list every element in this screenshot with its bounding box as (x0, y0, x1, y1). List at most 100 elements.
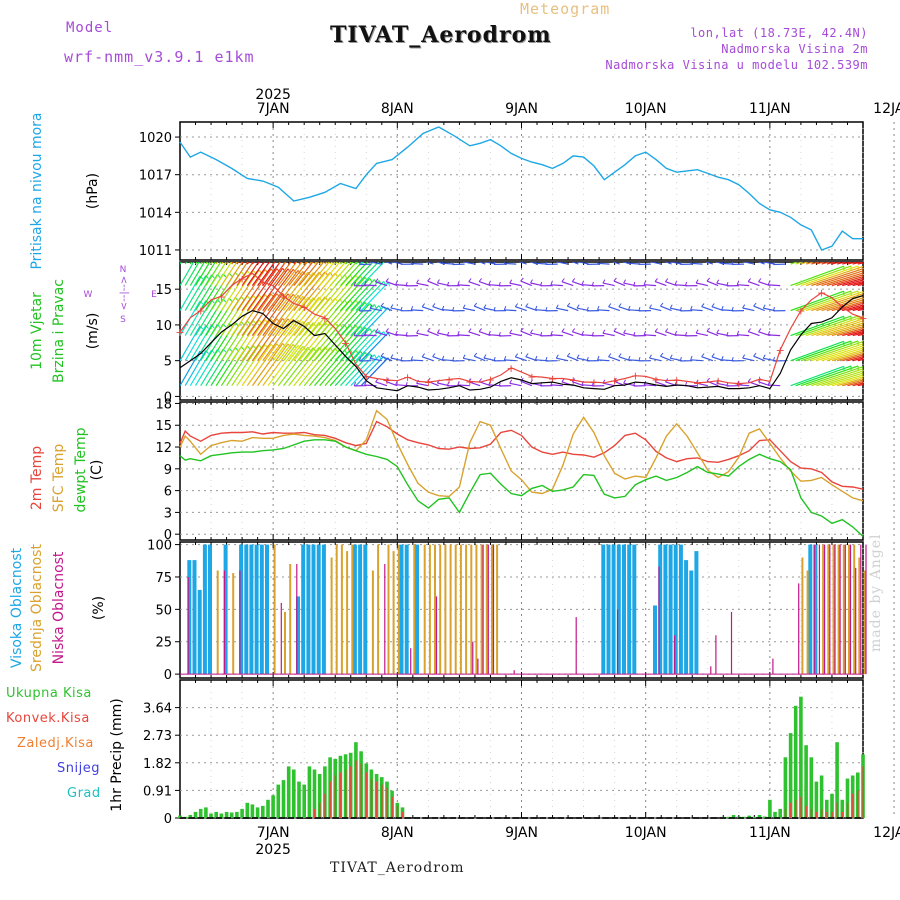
low-cloud-bar (487, 544, 489, 675)
wind-barb (571, 262, 579, 265)
high-cloud-bar (208, 544, 212, 675)
mid-cloud-bar (863, 570, 866, 675)
legend-graupel: Grad (67, 786, 101, 801)
wind-gust-marker: + (714, 375, 723, 388)
wind-barb (847, 356, 863, 362)
high-cloud-bar (404, 544, 409, 675)
wind-barb (622, 262, 631, 265)
low-cloud-bar (855, 567, 857, 675)
mid-cloud-bar (459, 544, 462, 675)
wind-barb (690, 359, 703, 362)
wind-barb (701, 306, 714, 312)
wind-barb (257, 268, 289, 311)
conv-precip-bar (784, 808, 787, 818)
wind-barb (293, 271, 326, 311)
total-precip-bar (830, 793, 834, 818)
high-cloud-bar (622, 544, 626, 675)
wind-barb (262, 262, 281, 286)
wind-barb (339, 303, 371, 337)
conv-precip-bar (370, 778, 373, 818)
wind-barb (334, 326, 366, 362)
wind-barb (790, 265, 845, 287)
wind-barb (737, 384, 750, 387)
mid-cloud-bar (377, 544, 380, 675)
unit-temp: (C) (89, 460, 105, 481)
mid-cloud-bar (216, 570, 219, 675)
wind-barb (189, 299, 213, 336)
conv-precip-bar (857, 790, 859, 818)
total-precip-bar (840, 799, 845, 818)
wind-barb-tick (287, 268, 291, 273)
wind-barb-tick (287, 293, 291, 298)
wind-barb-tick (478, 378, 482, 383)
wind-barb (664, 262, 672, 265)
wind-barb (411, 359, 424, 362)
wind-barb-tick (395, 330, 398, 335)
wind-barb-tick (581, 330, 584, 335)
wind-barb (862, 309, 863, 311)
wind-barb-tick (628, 262, 630, 264)
wind-barb-tick (633, 331, 636, 337)
wind-barb (339, 353, 371, 387)
wind-barb-tick (400, 356, 403, 362)
total-precip-bar (235, 811, 239, 818)
total-precip-bar (788, 733, 793, 818)
day-label-top: 11JAN (749, 101, 791, 117)
wind-barb-tick (530, 279, 533, 284)
wind-barb (831, 376, 863, 387)
high-cloud-bar (627, 544, 632, 675)
wind-barb (847, 330, 863, 337)
wind-barb (416, 332, 429, 337)
wind-barb-tick (550, 330, 553, 336)
day-label-top: 10JAN (625, 101, 667, 117)
total-precip-bar (819, 775, 824, 818)
wind-barb-tick (762, 354, 766, 359)
wind-barb (236, 344, 266, 387)
wind-barb-tick (373, 354, 377, 359)
wind-barb (360, 332, 389, 362)
total-precip-bar (317, 774, 322, 818)
wind-barb (602, 382, 615, 387)
wind-barb (416, 382, 429, 387)
wind-barb-tick (747, 278, 751, 282)
wind-barb-tick (390, 354, 394, 359)
wind-barb-tick (441, 262, 444, 264)
wind-barb (473, 305, 486, 312)
wind-barb-tick (410, 356, 414, 361)
wind-gust-marker: + (424, 376, 433, 389)
wind-barb-tick (344, 349, 348, 354)
wind-barb-tick (369, 328, 373, 333)
total-precip-bar (276, 784, 281, 818)
wind-barb (520, 280, 533, 287)
wind-barb (210, 262, 214, 265)
wind-barb (515, 356, 527, 362)
wind-barb-tick (540, 331, 543, 337)
wind-barb (267, 262, 287, 286)
wind-barb (200, 262, 203, 265)
low-cloud-bar (865, 544, 867, 675)
wind-barb (241, 343, 272, 387)
wind-barb-tick (665, 328, 669, 333)
wind-barb (695, 332, 708, 337)
wind-barb (821, 322, 863, 337)
wind-barb (842, 354, 863, 362)
wind-barb-tick (721, 356, 724, 361)
wind-barb (711, 306, 724, 312)
mid-cloud-bar (832, 544, 835, 675)
wind-barb (380, 305, 393, 312)
wind-barb-tick (586, 306, 589, 312)
wind-gust-marker: + (382, 374, 391, 387)
wind-barb (360, 282, 389, 312)
ylabel-pressure: Pritisak na nivou mora (29, 112, 45, 269)
wind-barb-tick (690, 355, 693, 360)
wind-barb-tick (235, 226, 238, 229)
wind-barb-tick (706, 377, 710, 382)
wind-barb-tick (340, 228, 342, 231)
wind-barb-tick (452, 306, 455, 312)
wind-gust-marker: + (589, 376, 598, 389)
wind-barb-tick (684, 331, 688, 337)
wind-barb-tick (308, 247, 310, 250)
conv-precip-bar (376, 781, 378, 818)
conv-precip-bar (821, 808, 823, 818)
low-cloud-bar (617, 609, 619, 675)
